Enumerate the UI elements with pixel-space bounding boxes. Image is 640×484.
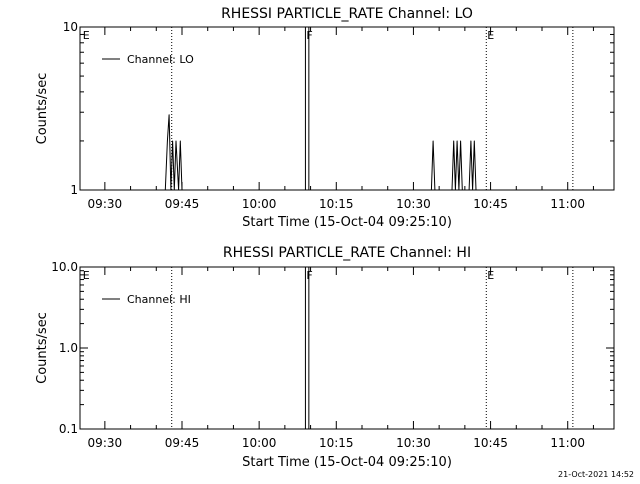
panel1-data-point	[170, 189, 172, 191]
panel1-data-point	[456, 140, 458, 142]
panel2-x-tick-label: 11:00	[550, 436, 585, 450]
panel1-data-point	[181, 189, 183, 191]
panel1-data-point	[173, 189, 175, 191]
panel1-data-point	[179, 140, 181, 142]
panel1-data-point	[470, 140, 472, 142]
panel1-series-line	[164, 114, 477, 191]
panel1-data-point	[432, 140, 434, 142]
panel1-data-point	[434, 189, 436, 191]
panel2-event-marker-label: F	[306, 269, 312, 282]
panel1-x-tick-label: 10:00	[242, 197, 277, 211]
panel1-event-marker-label: E	[487, 29, 494, 42]
panel1-data-point	[460, 140, 461, 142]
panel1-data-point	[461, 189, 463, 191]
panel1-data-point	[453, 140, 455, 142]
panel1-event-marker-label: E	[83, 29, 90, 42]
panel1-data-point	[455, 189, 456, 191]
panel1-data-point	[475, 189, 477, 191]
panel1-chart-title: RHESSI PARTICLE_RATE Channel: LO	[221, 6, 473, 22]
panel2-x-tick-label: 10:45	[473, 436, 508, 450]
panel2-chart-title: RHESSI PARTICLE_RATE Channel: HI	[223, 245, 471, 261]
panel1-data-point	[175, 140, 177, 142]
panel1-y-axis-label: Counts/sec	[35, 73, 50, 145]
panel1-data-point	[164, 189, 166, 191]
panel2-x-axis-label: Start Time (15-Oct-04 09:25:10)	[242, 455, 452, 470]
panel1-x-tick-label: 10:15	[319, 197, 354, 211]
panel1-data-point	[472, 189, 473, 191]
footer-timestamp: 21-Oct-2021 14:52	[558, 470, 634, 479]
panel1-data-point	[168, 114, 170, 116]
panel2-y-tick-label: 1.0	[59, 341, 78, 355]
panel1-x-tick-label: 09:45	[165, 197, 200, 211]
panel1-data-point	[468, 189, 470, 191]
panel2-y-axis-label: Counts/sec	[35, 312, 50, 384]
panel2-legend-label: Channel: HI	[127, 293, 191, 306]
panel1-data-point	[458, 189, 460, 191]
panel2-plot-frame	[79, 266, 615, 430]
panel1-data-point	[473, 140, 475, 142]
panel2-x-tick-label: 09:30	[88, 436, 123, 450]
panel2-y-tick-label: 10.0	[51, 260, 78, 274]
panel1-data-point	[178, 189, 179, 191]
panel1-x-tick-label: 10:45	[473, 197, 508, 211]
panel1-data-point	[172, 140, 173, 142]
panel1-y-tick-label: 10	[63, 20, 78, 34]
panel2-x-tick-label: 09:45	[165, 436, 200, 450]
panel1-y-tick-label: 1	[70, 183, 78, 197]
panel2-y-tick-label: 0.1	[59, 422, 78, 436]
panel1-event-marker-label: F	[306, 29, 312, 42]
panel2-event-marker-label: E	[83, 269, 90, 282]
panel2-x-tick-label: 10:30	[396, 436, 431, 450]
panel1-data-point	[431, 189, 432, 191]
panel2-x-tick-label: 10:00	[242, 436, 277, 450]
panel1-x-tick-label: 11:00	[550, 197, 585, 211]
panel1-x-tick-label: 10:30	[396, 197, 431, 211]
panel1-x-axis-label: Start Time (15-Oct-04 09:25:10)	[242, 215, 452, 230]
panel1-legend-label: Channel: LO	[127, 53, 194, 66]
panel1-x-tick-label: 09:30	[88, 197, 123, 211]
panel2-x-tick-label: 10:15	[319, 436, 354, 450]
panel1-plot-frame	[79, 26, 615, 191]
panel2-event-marker-label: E	[487, 269, 494, 282]
panel1-data-point	[451, 189, 453, 191]
panel1-data-point	[167, 140, 168, 142]
